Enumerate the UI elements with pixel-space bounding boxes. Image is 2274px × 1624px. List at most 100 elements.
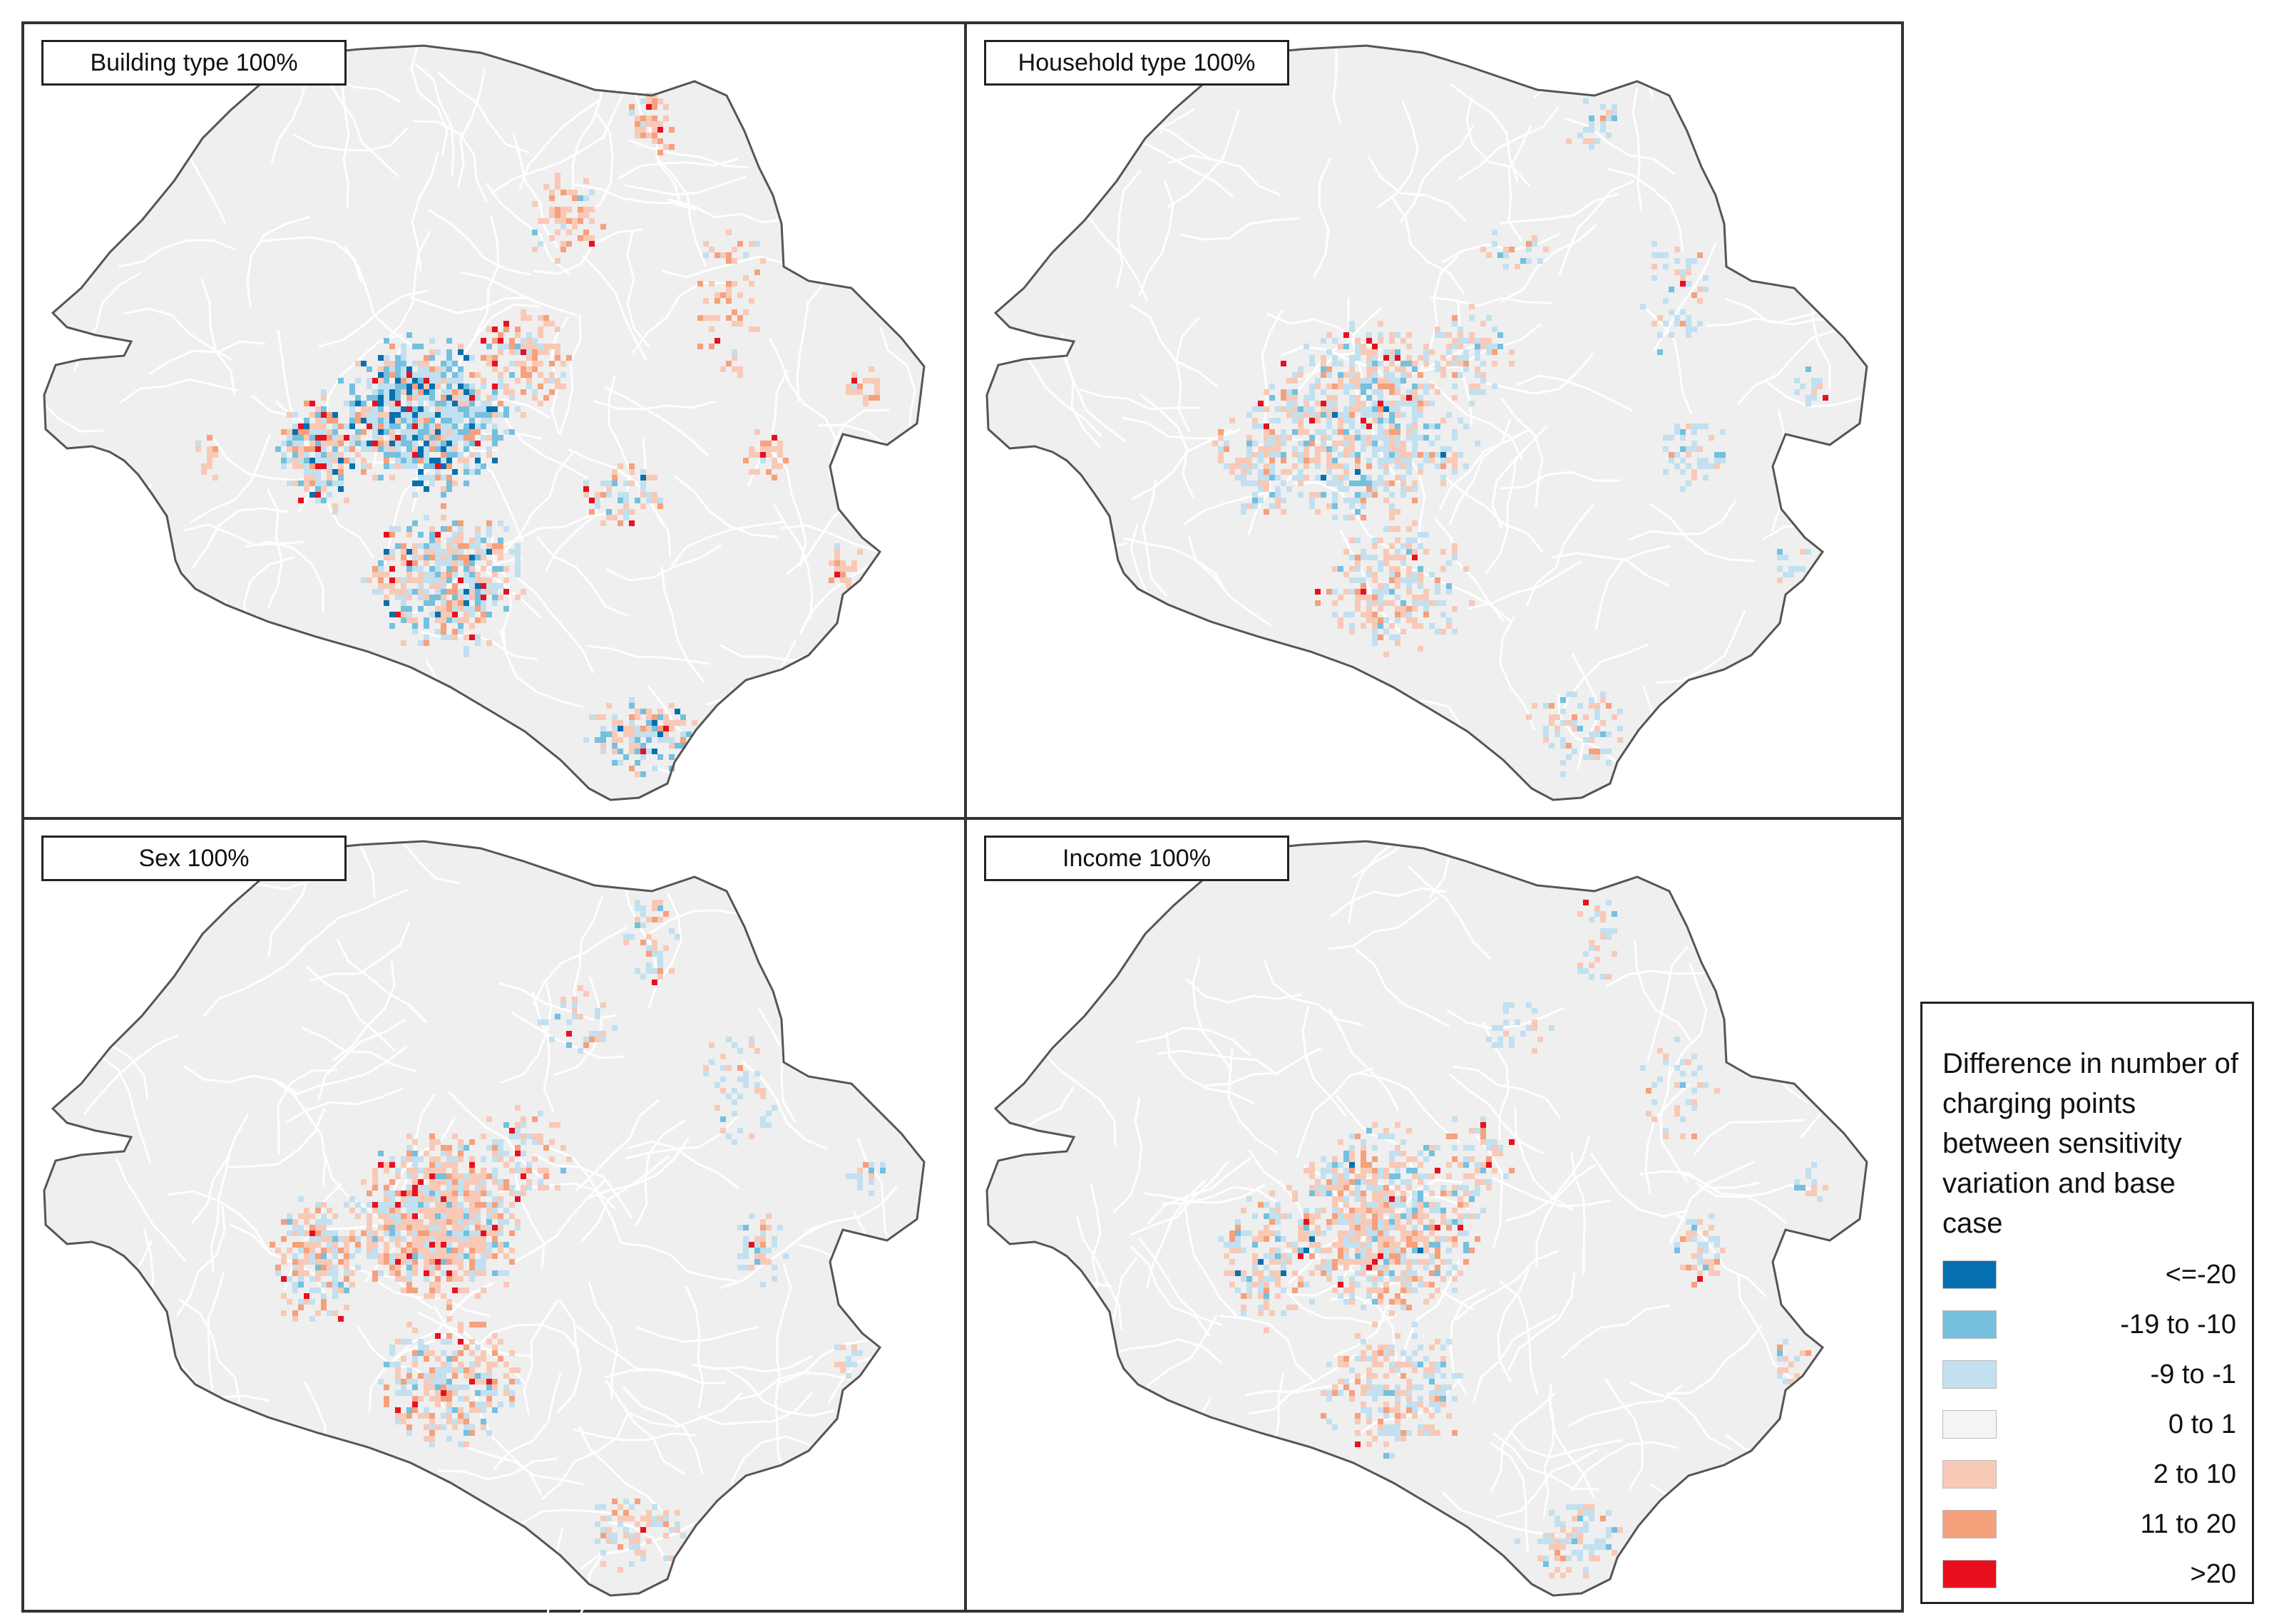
grid-cell — [1275, 1219, 1281, 1225]
grid-cell — [1594, 911, 1600, 917]
grid-cell — [469, 595, 475, 600]
grid-cell — [406, 1185, 412, 1191]
grid-cell — [1315, 1179, 1321, 1185]
grid-cell — [1440, 612, 1446, 617]
grid-cell — [275, 446, 281, 452]
grid-cell — [463, 612, 469, 617]
grid-cell — [515, 327, 521, 332]
grid-cell — [401, 555, 406, 560]
road — [190, 871, 310, 890]
grid-cell — [429, 1196, 435, 1202]
grid-cell — [304, 1253, 309, 1259]
grid-cell — [1292, 1242, 1298, 1248]
grid-cell — [332, 1293, 338, 1299]
grid-cell — [1372, 538, 1378, 543]
grid-cell — [1355, 458, 1361, 463]
grid-cell — [446, 1173, 452, 1179]
grid-cell — [378, 389, 384, 395]
grid-cell — [663, 945, 669, 951]
grid-cell — [298, 452, 304, 458]
grid-cell — [1349, 1288, 1355, 1293]
grid-cell — [349, 412, 355, 418]
grid-cell — [749, 241, 754, 247]
grid-cell — [1355, 1191, 1361, 1196]
grid-cell — [481, 1134, 486, 1139]
grid-cell — [1304, 406, 1309, 412]
grid-cell — [1412, 1259, 1418, 1265]
grid-cell — [1286, 1305, 1292, 1310]
grid-cell — [1395, 458, 1400, 463]
grid-cell — [401, 1253, 406, 1259]
grid-cell — [401, 589, 406, 595]
grid-cell — [1258, 486, 1264, 492]
grid-cell — [526, 332, 532, 338]
grid-cell — [1703, 1259, 1709, 1265]
grid-cell — [349, 1253, 355, 1259]
grid-cell — [1264, 509, 1269, 515]
grid-cell — [424, 1168, 429, 1173]
grid-cell — [458, 1276, 463, 1282]
road — [1184, 1205, 1238, 1317]
grid-cell — [732, 247, 737, 252]
grid-cell — [492, 406, 498, 412]
grid-cell — [469, 572, 475, 577]
grid-cell — [1366, 384, 1372, 389]
grid-cell — [652, 492, 657, 498]
municipality-area — [987, 46, 1867, 800]
grid-cell — [1429, 1373, 1435, 1379]
grid-cell — [1458, 418, 1463, 423]
grid-cell — [401, 429, 406, 435]
grid-cell — [315, 1310, 321, 1316]
grid-cell — [1406, 566, 1412, 572]
grid-cell — [612, 469, 618, 475]
grid-cell — [441, 1379, 446, 1384]
grid-cell — [669, 1527, 675, 1533]
road — [491, 535, 513, 655]
grid-cell — [378, 355, 384, 361]
grid-cell — [452, 560, 458, 566]
grid-cell — [623, 731, 629, 737]
grid-cell — [1389, 1350, 1395, 1356]
grid-cell — [840, 560, 846, 566]
grid-cell — [1281, 1213, 1286, 1219]
grid-cell — [1612, 714, 1617, 720]
grid-cell — [1503, 252, 1509, 258]
grid-cell — [1406, 1379, 1412, 1384]
grid-cell — [1246, 1282, 1252, 1288]
road — [324, 333, 402, 423]
grid-cell — [332, 1236, 338, 1242]
grid-cell — [1383, 1407, 1389, 1413]
grid-cell — [315, 1225, 321, 1230]
grid-cell — [435, 401, 441, 406]
grid-cell — [1366, 378, 1372, 384]
grid-cell — [309, 480, 315, 486]
grid-cell — [355, 1265, 361, 1270]
grid-cell — [1361, 423, 1366, 429]
grid-cell — [1435, 1270, 1440, 1276]
grid-cell — [1400, 463, 1406, 469]
grid-cell — [212, 452, 218, 458]
grid-cell — [452, 469, 458, 475]
grid-cell — [1446, 583, 1452, 589]
grid-cell — [1383, 1253, 1389, 1259]
grid-cell — [401, 366, 406, 372]
grid-cell — [1418, 1219, 1423, 1225]
grid-cell — [743, 1236, 749, 1242]
grid-cell — [389, 361, 395, 366]
grid-cell — [367, 423, 372, 429]
grid-cell — [1412, 1288, 1418, 1293]
grid-cell — [1680, 1071, 1686, 1076]
grid-cell — [1235, 1225, 1241, 1230]
grid-cell — [1617, 709, 1623, 714]
grid-cell — [1497, 1042, 1503, 1048]
grid-cell — [1218, 458, 1224, 463]
grid-cell — [1298, 1236, 1304, 1242]
grid-cell — [754, 1242, 760, 1248]
grid-cell — [1423, 1356, 1429, 1362]
grid-cell — [1332, 1259, 1338, 1265]
grid-cell — [1338, 372, 1343, 378]
grid-cell — [657, 737, 663, 743]
grid-cell — [1400, 338, 1406, 344]
grid-cell — [424, 1424, 429, 1430]
grid-cell — [475, 526, 481, 532]
